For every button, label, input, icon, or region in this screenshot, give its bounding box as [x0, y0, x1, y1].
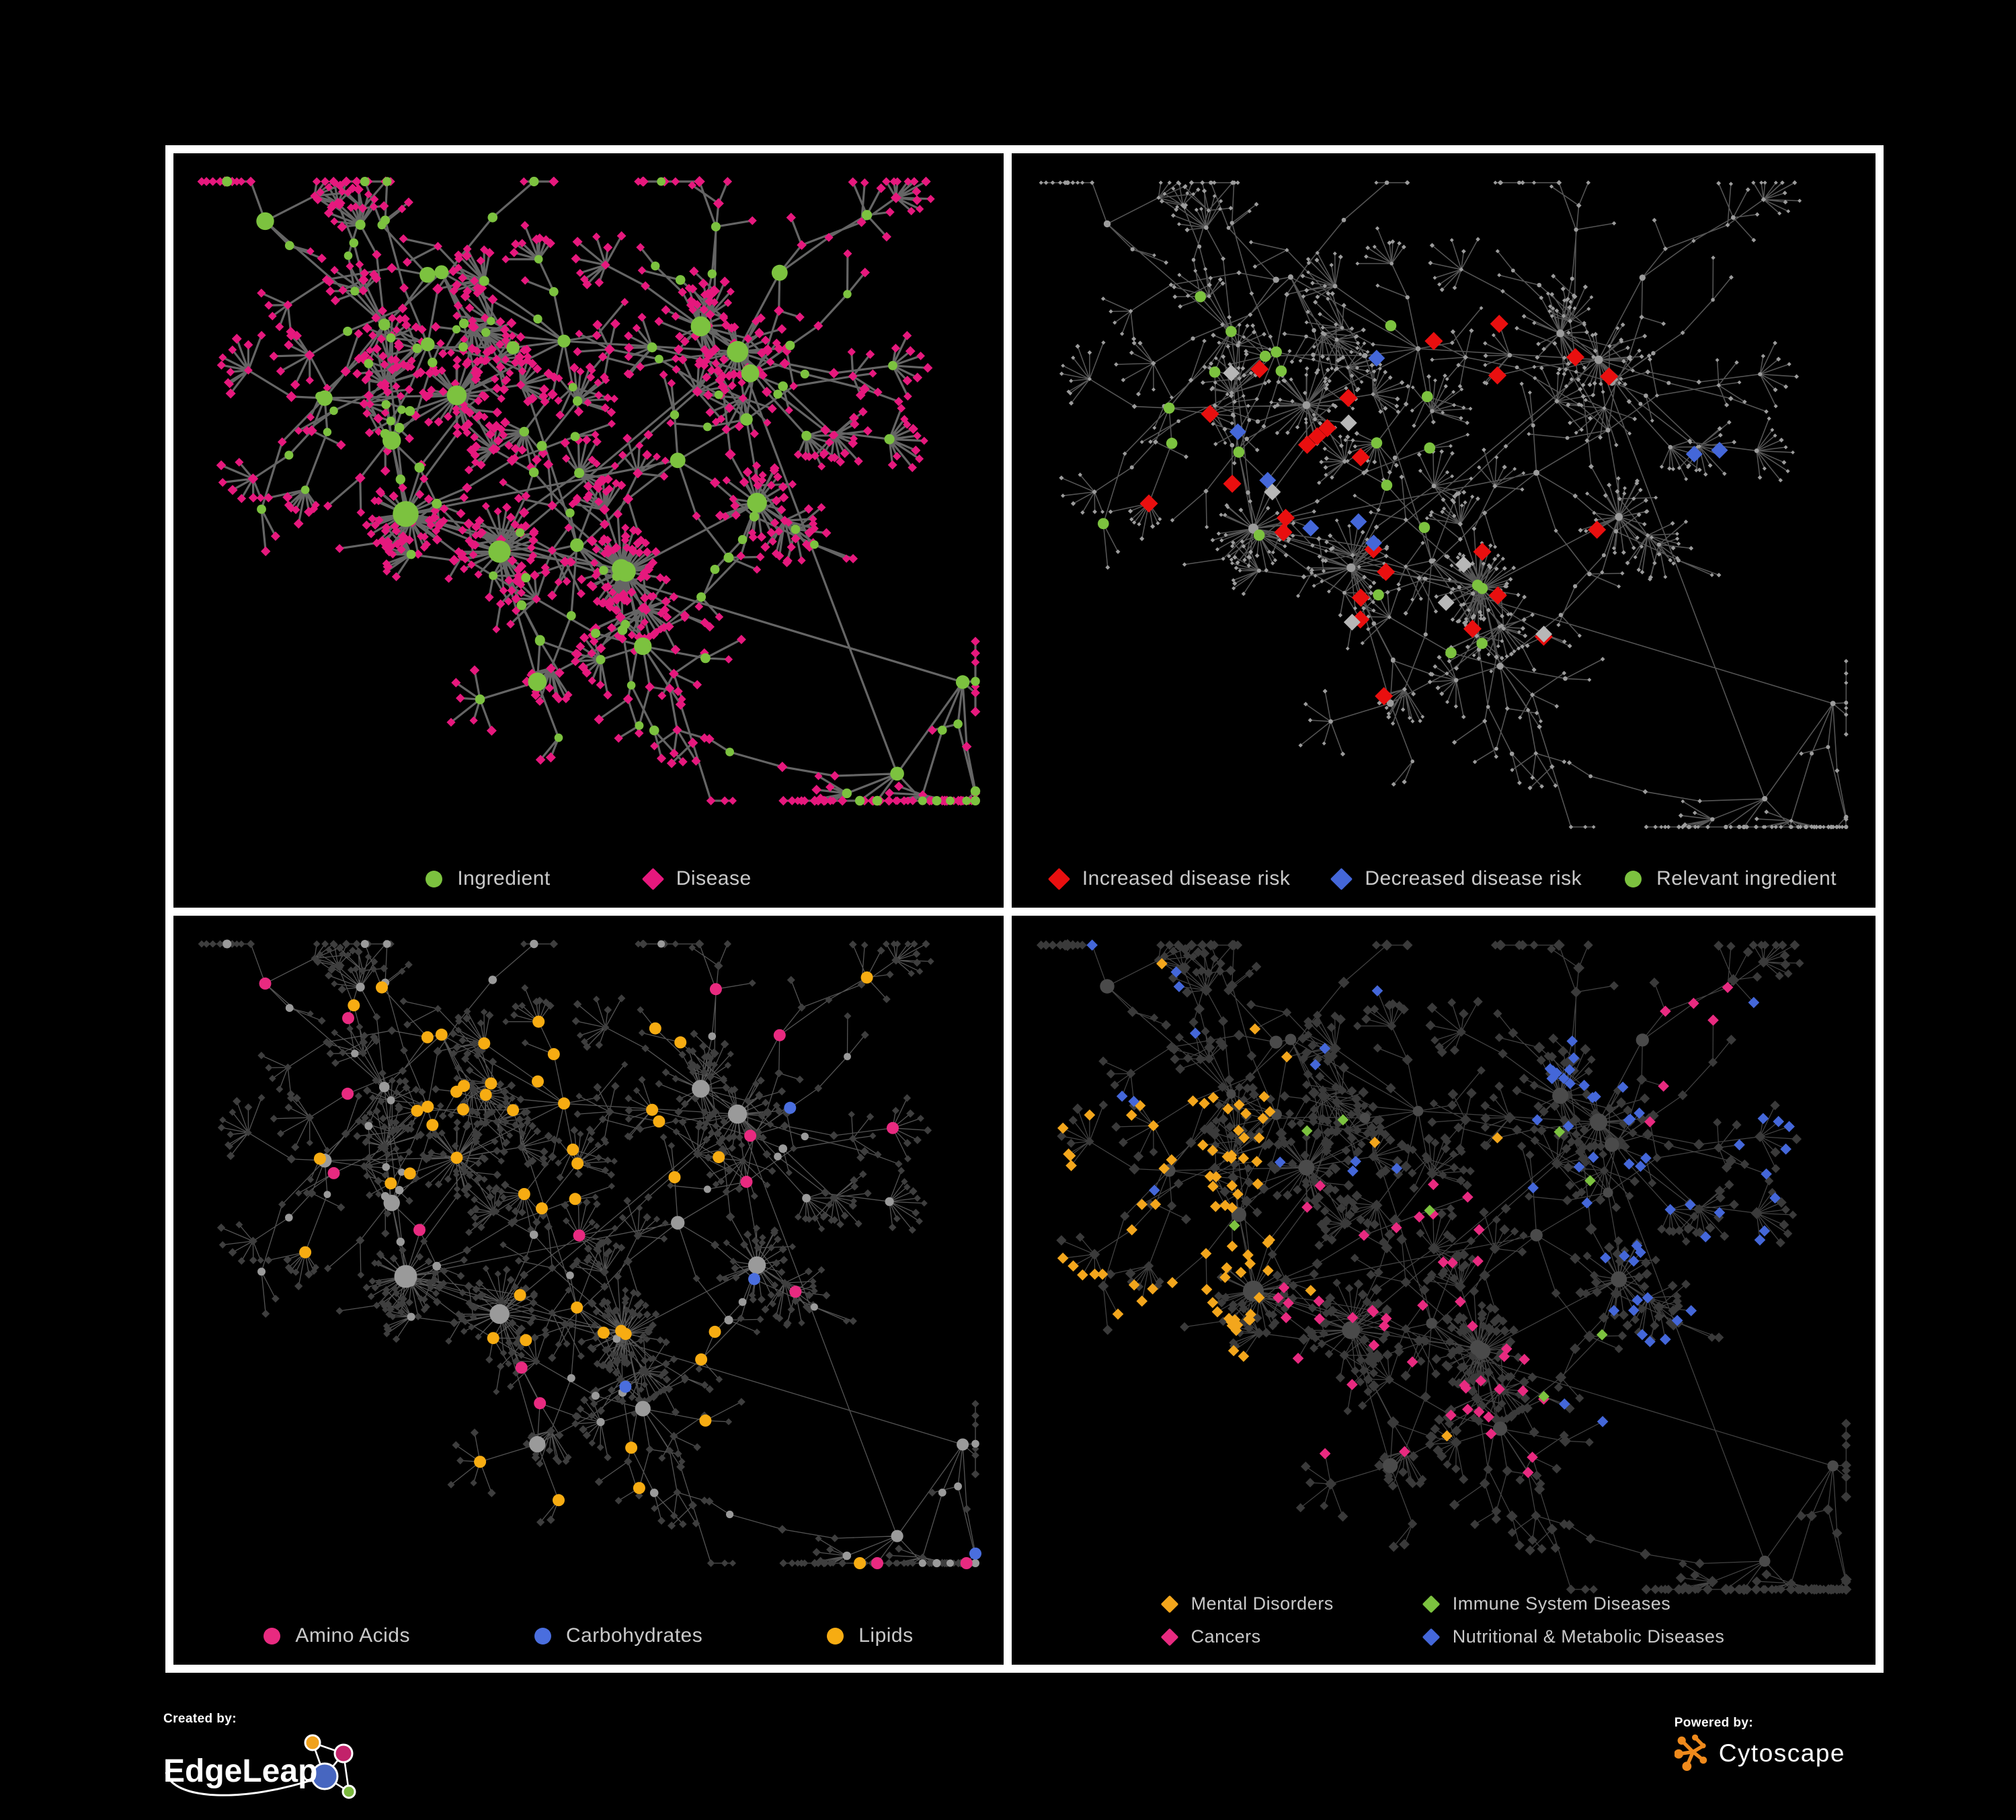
legend-label: Ingredient: [457, 867, 551, 889]
legend-item: Decreased disease risk: [1330, 867, 1582, 890]
legend-label: Decreased disease risk: [1365, 867, 1582, 889]
legend-label: Nutritional & Metabolic Diseases: [1452, 1626, 1725, 1647]
cytoscape-logo-icon: [1674, 1734, 1707, 1771]
edgeleap-wordmark: EdgeLeap: [163, 1753, 317, 1789]
edgeleap-node-magenta: [333, 1743, 354, 1764]
legend-marker-nutritional-metabolic: [1422, 1628, 1440, 1646]
legend-label: Increased disease risk: [1082, 867, 1291, 889]
legend-label: Immune System Diseases: [1452, 1593, 1671, 1614]
legend-item: Lipids: [827, 1624, 913, 1647]
legend-item: Increased disease risk: [1047, 867, 1291, 890]
legend-item: Ingredient: [426, 867, 550, 890]
panel-grid-frame: Ingredient Disease Increased disease ris…: [165, 145, 1884, 1673]
edgeleap-node-green: [341, 1784, 356, 1799]
legend-item: Nutritional & Metabolic Diseases: [1422, 1626, 1725, 1647]
legend-grid: Mental Disorders Immune System Diseases …: [1160, 1593, 1725, 1647]
legend-disease-risk: Increased disease risk Decreased disease…: [1012, 867, 1876, 890]
legend-marker-relevant-ingredient: [1625, 870, 1642, 887]
legend-label: Lipids: [858, 1624, 914, 1647]
edgeleap-node-orange: [304, 1734, 321, 1751]
legend-ingredient-disease: Ingredient Disease: [173, 867, 1004, 890]
network-graph-ingredient-disease: [197, 175, 981, 806]
legend-marker-ingredient: [426, 870, 443, 887]
legend-marker-disease: [641, 867, 664, 890]
panel-disease-risk: Increased disease risk Decreased disease…: [1012, 153, 1876, 908]
legend-marker-increased-risk: [1047, 867, 1070, 890]
network-graph-nutrient-classes: [198, 939, 981, 1569]
horizontal-divider: [173, 908, 1876, 916]
legend-label: Cancers: [1191, 1626, 1261, 1647]
edgeleap-swoosh: [165, 1772, 320, 1796]
panel-nutrient-classes: Amino Acids Carbohydrates Lipids: [173, 916, 1004, 1665]
panel-disease-categories: Mental Disorders Immune System Diseases …: [1012, 916, 1876, 1665]
powered-by-label: Powered by:: [1674, 1716, 1754, 1730]
edgeleap-mark-nodes: [304, 1734, 356, 1799]
cytoscape-credit: Powered by:: [1674, 1716, 1845, 1774]
legend-item: Amino Acids: [264, 1624, 410, 1647]
legend-disease-categories: Mental Disorders Immune System Diseases …: [1012, 1593, 1876, 1647]
legend-marker-decreased-risk: [1330, 867, 1353, 890]
network-graph-disease-categories: [1036, 939, 1852, 1595]
legend-label: Mental Disorders: [1191, 1593, 1334, 1614]
edgeleap-node-blue: [311, 1762, 339, 1790]
legend-marker-cancers: [1160, 1628, 1178, 1646]
legend-marker-immune-diseases: [1422, 1595, 1440, 1613]
legend-marker-amino-acids: [264, 1627, 281, 1645]
legend-label: Amino Acids: [295, 1624, 410, 1647]
legend-label: Relevant ingredient: [1656, 867, 1837, 889]
legend-item: Relevant ingredient: [1625, 867, 1837, 890]
legend-item: Disease: [641, 867, 752, 890]
panel-ingredient-disease: Ingredient Disease: [173, 153, 1004, 908]
legend-marker-carbohydrates: [534, 1627, 551, 1645]
legend-nutrient-classes: Amino Acids Carbohydrates Lipids: [173, 1624, 1004, 1647]
legend-label: Carbohydrates: [565, 1624, 703, 1647]
legend-marker-mental-disorders: [1160, 1595, 1178, 1613]
network-graph-disease-risk: [1039, 180, 1849, 830]
legend-label: Disease: [676, 867, 752, 889]
legend-item: Cancers: [1160, 1626, 1334, 1647]
edgeleap-credit: Created by: EdgeLeap: [163, 1712, 365, 1812]
legend-item: Immune System Diseases: [1422, 1593, 1725, 1614]
created-by-label: Created by:: [163, 1712, 237, 1726]
cytoscape-mark-nodes: [1674, 1734, 1707, 1771]
legend-item: Carbohydrates: [534, 1624, 702, 1647]
legend-item: Mental Disorders: [1160, 1593, 1334, 1614]
edgeleap-logo: EdgeLeap: [163, 1734, 356, 1799]
cytoscape-wordmark: Cytoscape: [1718, 1739, 1845, 1767]
legend-marker-lipids: [827, 1627, 844, 1645]
